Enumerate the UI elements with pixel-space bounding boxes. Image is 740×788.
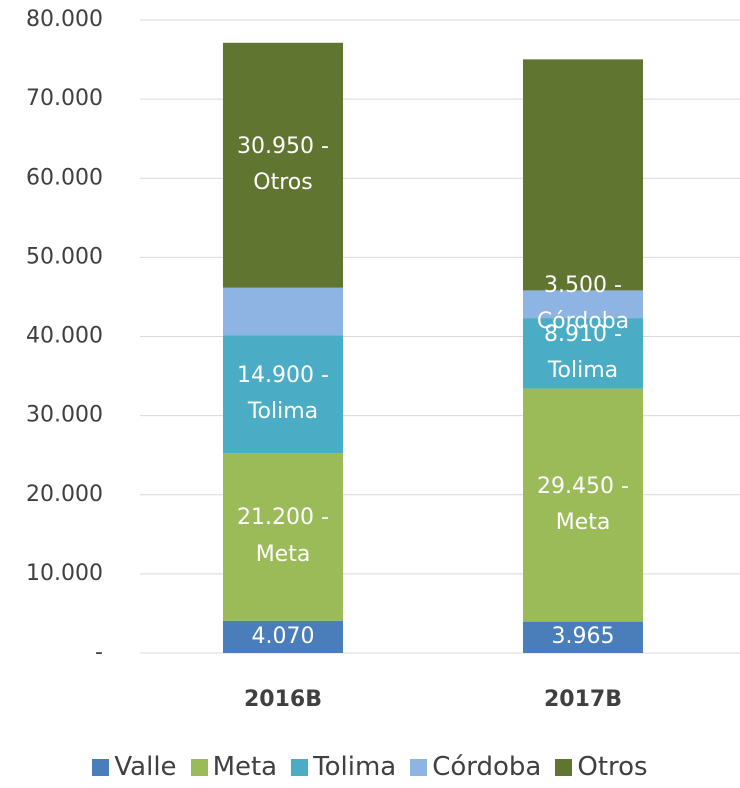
bar-segment	[523, 290, 643, 319]
y-tick-label: -	[95, 640, 103, 665]
bar-segment	[223, 42, 343, 288]
y-tick-label: 80.000	[26, 7, 103, 32]
data-label: 30.950 - Otros	[237, 133, 329, 196]
data-label: 21.200 - Meta	[237, 505, 329, 567]
bar-segment	[523, 318, 643, 389]
bar-segment	[223, 335, 343, 454]
y-tick-label: 30.000	[26, 403, 103, 428]
data-label: 3.965	[551, 624, 615, 650]
y-tick-label: 70.000	[26, 86, 103, 111]
legend-item: Valle	[92, 752, 177, 782]
bar-segment	[223, 620, 343, 653]
legend-swatch	[92, 758, 110, 776]
y-tick-label: 20.000	[26, 482, 103, 507]
data-label: 4.070	[251, 623, 315, 649]
legend-swatch	[410, 758, 428, 776]
data-label: 29.450 - Meta	[537, 473, 629, 535]
legend: Valle Meta Tolima Córdoba Otros	[0, 752, 740, 782]
legend-label: Córdoba	[432, 752, 542, 782]
bar-segment	[523, 621, 643, 653]
legend-label: Valle	[114, 752, 177, 782]
legend-swatch	[291, 758, 309, 776]
x-tick-label: 2017B	[544, 687, 622, 712]
legend-label: Tolima	[313, 752, 397, 782]
legend-item: Otros	[555, 752, 648, 782]
legend-swatch	[190, 758, 208, 776]
bar-segment	[523, 388, 643, 622]
legend-item: Tolima	[291, 752, 396, 782]
legend-label: Otros	[577, 752, 648, 782]
bar-segment	[523, 59, 643, 291]
data-label: 8.910 - Tolima	[544, 321, 622, 384]
y-tick-label: 40.000	[26, 324, 103, 349]
y-tick-label: 10.000	[26, 561, 103, 586]
data-label: 3.500 - Córdoba	[536, 272, 630, 335]
legend-label: Meta	[212, 752, 278, 782]
data-label: 14.900 - Tolima	[237, 362, 329, 424]
y-tick-label: 60.000	[26, 165, 103, 190]
x-tick-label: 2016B	[244, 687, 322, 712]
bar-segment	[223, 453, 343, 621]
legend-item: Meta	[190, 752, 278, 782]
legend-item: Córdoba	[410, 752, 541, 782]
bar-segment	[223, 287, 343, 336]
legend-swatch	[555, 758, 573, 776]
y-tick-label: 50.000	[26, 244, 103, 269]
